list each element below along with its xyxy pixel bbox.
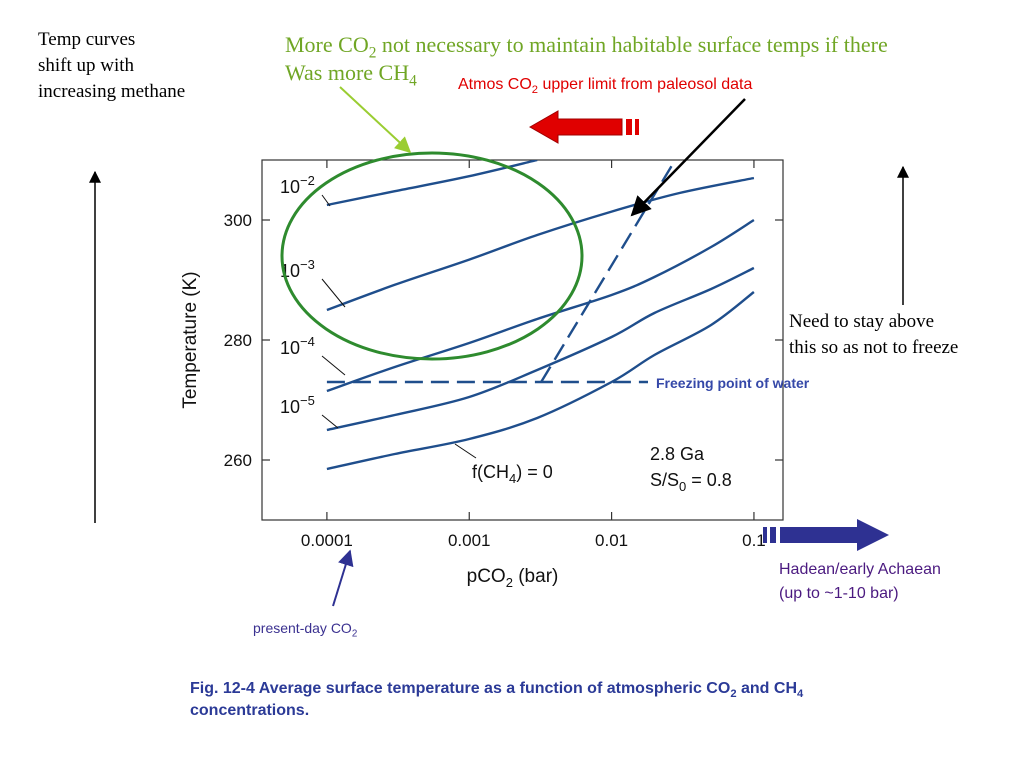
stay-above-line-2: this so as not to freeze: [789, 337, 959, 358]
inset-solar-ratio: S/S0 = 0.8: [650, 470, 732, 494]
y-axis-label: Temperature (K): [180, 271, 201, 408]
x-tick-label: 0.1: [742, 531, 766, 550]
inset-age: 2.8 Ga: [650, 444, 705, 464]
paleosol-note-post: upper limit from paleosol data: [538, 76, 753, 93]
caption-line-2: concentrations.: [190, 702, 310, 719]
series-label-1e-2: 10−2: [280, 173, 315, 197]
series-leader: [321, 414, 339, 429]
present-day-sub: 2: [351, 628, 358, 640]
methane-note-line-3: increasing methane: [38, 81, 186, 102]
methane-note-line-1: Temp curves: [38, 29, 136, 50]
hadean-note-line-1: Hadean/early Achaean: [779, 561, 941, 578]
y-tick-label: 260: [224, 451, 252, 470]
methane-note: Temp curves shift up with increasing met…: [38, 27, 238, 105]
methane-note-line-2: shift up with: [38, 55, 135, 76]
present-day-arrow: [332, 549, 354, 607]
caption-sub-2: 4: [797, 687, 804, 700]
series-leader: [321, 194, 331, 207]
right-blue-arrow-icon: [763, 519, 889, 551]
paleosol-note: Atmos CO2 upper limit from paleosol data: [458, 76, 753, 96]
paleosol-pointer-arrow: [630, 98, 746, 217]
present-day-pre: present-day CO: [253, 620, 352, 636]
paleosol-note-sub: 2: [531, 83, 539, 96]
co2-note-pre: More CO: [285, 32, 369, 57]
series-line-1e-4: [326, 218, 755, 393]
x-tick-label: 0.001: [448, 531, 491, 550]
co2-note-mid: not necessary to maintain habitable surf…: [376, 32, 888, 57]
caption-mid: and CH: [736, 680, 797, 697]
stay-above-line-1: Need to stay above: [789, 311, 935, 332]
stay-above-note: Need to stay above this so as not to fre…: [789, 309, 1019, 361]
curves-group: [326, 160, 755, 471]
co2-note-line2: Was more CH: [285, 60, 410, 85]
series-label-1e-4: 10−4: [280, 334, 315, 358]
series-label-ch4-zero: f(CH4) = 0: [472, 462, 553, 486]
hadean-note-line-2: (up to ~1-10 bar): [779, 585, 899, 602]
green-pointer-arrow: [339, 86, 412, 154]
co2-note-sub: 2: [368, 44, 377, 62]
caption-pre: Fig. 12-4 Average surface temperature as…: [190, 680, 731, 697]
series-leader: [454, 443, 477, 459]
freezing-point-label: Freezing point of water: [656, 375, 810, 391]
series-leader: [321, 355, 346, 376]
series-label-1e-5: 10−5: [280, 393, 315, 417]
paleosol-limit-line: [540, 160, 677, 383]
x-tick-label: 0.01: [595, 531, 628, 550]
series-line-1e-5: [326, 266, 755, 432]
series-line-1e-3: [326, 176, 755, 312]
x-tick-label: 0.0001: [301, 531, 353, 550]
series-leader: [321, 278, 346, 308]
hadean-note: Hadean/early Achaean (up to ~1-10 bar): [779, 558, 941, 606]
highlight-ellipse: [280, 151, 584, 361]
y-tick-label: 280: [224, 331, 252, 350]
present-day-note: present-day CO2: [253, 620, 358, 640]
left-red-arrow-icon: [528, 110, 639, 144]
figure-caption: Fig. 12-4 Average surface temperature as…: [190, 678, 990, 722]
paleosol-note-pre: Atmos CO: [458, 76, 532, 93]
series-line-ch4-zero: [326, 291, 755, 471]
y-tick-label: 300: [224, 211, 252, 230]
co2-note-sub2: 4: [409, 72, 417, 90]
x-axis-label: pCO2 (bar): [467, 566, 559, 590]
caption-sub-1: 2: [730, 687, 737, 700]
co2-note: More CO2 not necessary to maintain habit…: [285, 31, 1005, 90]
